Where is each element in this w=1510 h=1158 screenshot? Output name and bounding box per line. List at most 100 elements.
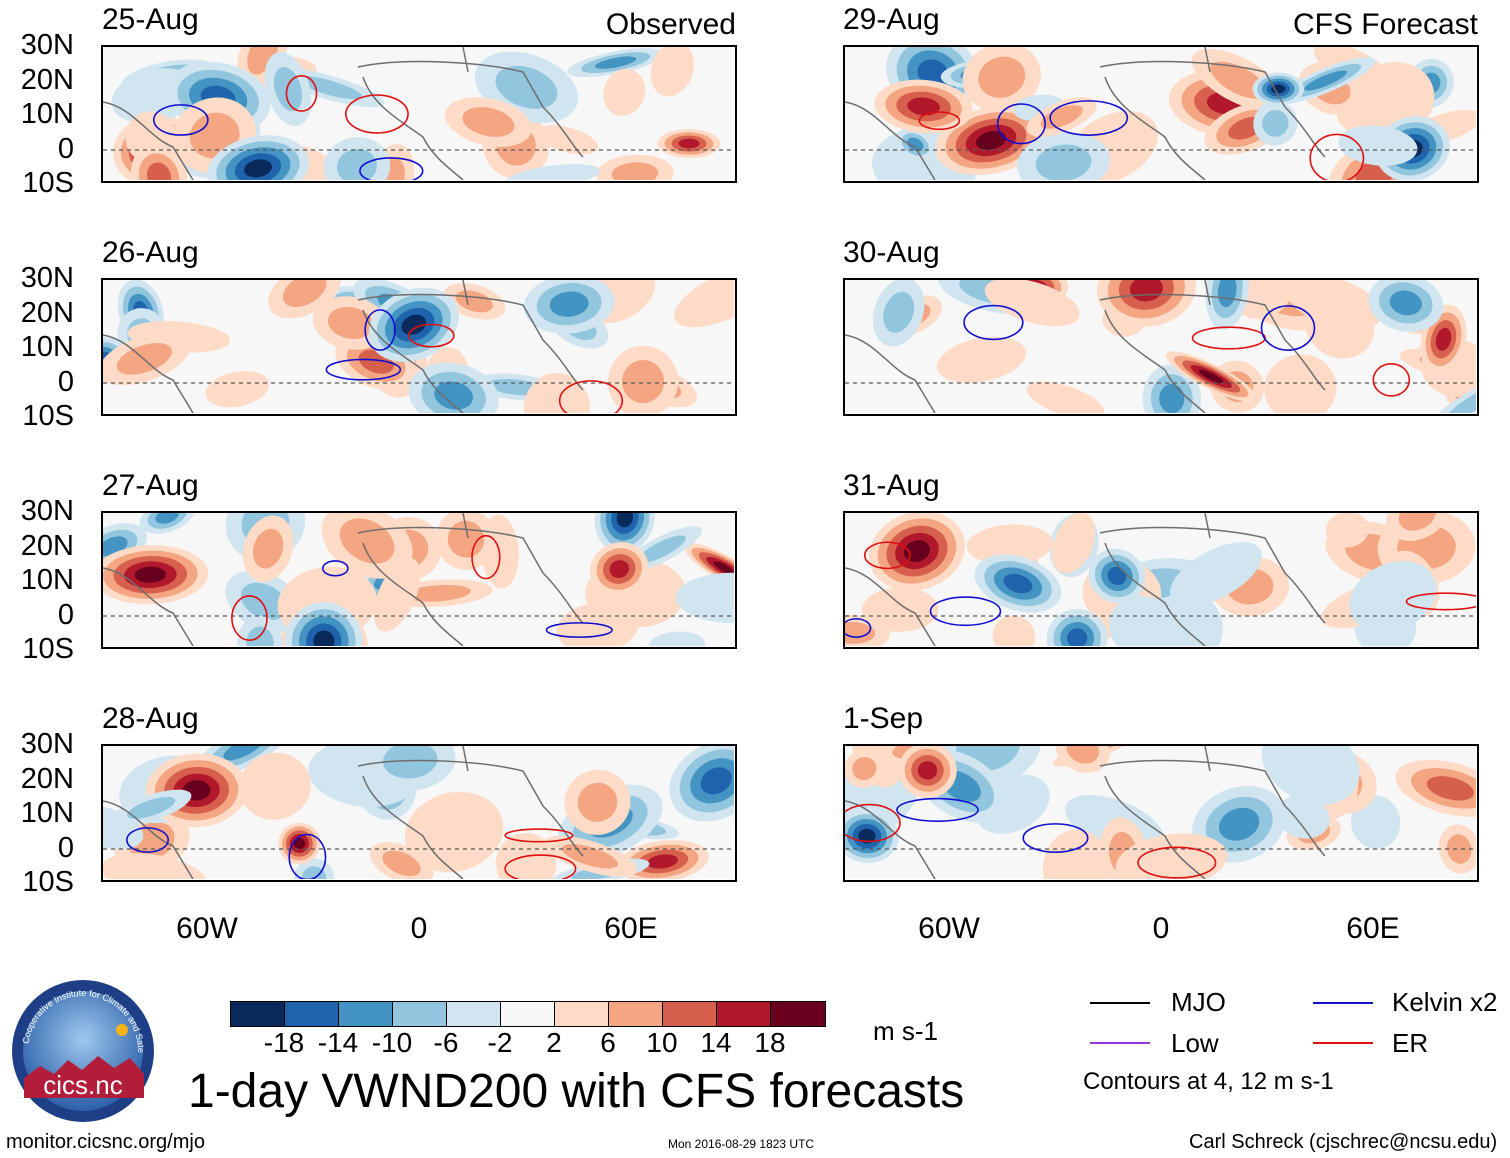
kelvin-contour xyxy=(896,797,979,823)
anomaly-blob xyxy=(603,68,646,116)
anomaly-blob xyxy=(282,280,327,308)
anomaly-field xyxy=(103,47,734,180)
anomaly-blob xyxy=(852,756,877,781)
anomaly-field xyxy=(845,746,1476,879)
legend-low-label: Low xyxy=(1171,1028,1219,1058)
legend-low-line xyxy=(1090,1042,1150,1044)
lat-label: 30N xyxy=(20,728,74,760)
colorbar-swatch xyxy=(339,1002,393,1026)
anomaly-blob xyxy=(505,164,600,180)
colorbar-swatch xyxy=(393,1002,447,1026)
lat-label: 10N xyxy=(20,98,74,130)
lat-label: 10S xyxy=(22,400,74,432)
er-contour xyxy=(1309,133,1365,180)
anomaly-blob xyxy=(1306,318,1344,346)
anomaly-blob xyxy=(495,65,558,109)
anomaly-field xyxy=(103,746,734,879)
lat-label: 10S xyxy=(22,167,74,199)
lat-label: 10S xyxy=(22,633,74,665)
coastline xyxy=(103,746,584,879)
lon-label-60w-left: 60W xyxy=(176,912,238,945)
colorbar-tick-label: -18 xyxy=(263,1027,305,1058)
anomaly-blob xyxy=(1159,383,1185,413)
anomaly-blob xyxy=(1304,70,1347,91)
anomaly-field xyxy=(103,513,734,646)
kelvin-contour xyxy=(288,833,327,879)
kelvin-contour xyxy=(126,827,170,853)
colorbar-swatch xyxy=(501,1002,555,1026)
anomaly-blob xyxy=(155,513,179,524)
map-panel-1 xyxy=(101,45,737,183)
colorbar-tick-label: 2 xyxy=(546,1027,562,1058)
anomaly-blob xyxy=(1232,280,1294,319)
anomaly-blob xyxy=(1198,369,1224,384)
anomaly-blob xyxy=(917,761,938,780)
anomaly-blob xyxy=(845,622,876,644)
anomaly-field xyxy=(845,47,1476,180)
lon-label-60e-left: 60E xyxy=(604,912,658,945)
er-contour xyxy=(504,828,574,843)
anomaly-blob xyxy=(674,280,734,328)
anomaly-blob xyxy=(858,828,876,844)
anomaly-blob xyxy=(127,796,176,819)
er-contour xyxy=(504,854,577,879)
anomaly-blob xyxy=(434,381,473,410)
lon-label-0-right: 0 xyxy=(1152,912,1170,945)
anomaly-blob xyxy=(637,535,686,564)
anomaly-blob xyxy=(495,833,557,879)
anomaly-blob xyxy=(1108,596,1186,646)
er-contour xyxy=(408,323,455,348)
legend-mjo-line xyxy=(1090,1002,1150,1004)
anomaly-blob xyxy=(611,162,659,180)
anomaly-blob xyxy=(1066,746,1100,764)
map-panel-4 xyxy=(101,744,737,882)
lat-label: 30N xyxy=(20,262,74,294)
anomaly-blob xyxy=(577,782,618,822)
panel-date-3: 27-Aug xyxy=(102,469,199,502)
anomaly-blob xyxy=(401,314,427,335)
figure-title: 1-day VWND200 with CFS forecasts xyxy=(188,1065,965,1118)
kelvin-contour xyxy=(325,358,402,381)
er-contour xyxy=(845,803,901,843)
colorbar-swatch xyxy=(285,1002,339,1026)
lat-label: 30N xyxy=(20,29,74,61)
anomaly-blob xyxy=(462,107,515,137)
anomaly-blob xyxy=(1218,807,1260,841)
colorbar-tick-label: -2 xyxy=(487,1027,513,1058)
kelvin-contour xyxy=(1022,823,1089,853)
colorbar-tick-label: 18 xyxy=(754,1027,786,1058)
er-contour xyxy=(471,534,501,580)
coastline xyxy=(103,513,584,646)
anomaly-blob xyxy=(978,56,1026,98)
lat-label: 10N xyxy=(20,797,74,829)
footer-url[interactable]: monitor.cicsnc.org/mjo xyxy=(6,1131,205,1153)
anomaly-blob xyxy=(1448,385,1476,413)
anomaly-blob xyxy=(1264,354,1337,413)
anomaly-blob xyxy=(405,584,471,602)
anomaly-blob xyxy=(594,56,637,69)
anomaly-blob xyxy=(675,572,734,624)
lon-label-60w-right: 60W xyxy=(918,912,980,945)
anomaly-blob xyxy=(1398,513,1437,531)
anomaly-blob xyxy=(404,791,504,873)
colorbar-tick-label: -10 xyxy=(371,1027,413,1058)
coastline xyxy=(845,47,1326,180)
anomaly-blob xyxy=(382,850,421,877)
anomaly-blob xyxy=(621,360,665,404)
map-panel-6 xyxy=(843,278,1479,416)
kelvin-contour xyxy=(152,104,209,136)
panel-date-4: 28-Aug xyxy=(102,702,199,735)
anomaly-blob xyxy=(713,561,734,576)
lat-label: 10N xyxy=(20,331,74,363)
kelvin-contour xyxy=(545,622,613,638)
anomaly-blob xyxy=(966,524,1053,565)
lat-label: 30N xyxy=(20,495,74,527)
colorbar-tick-label: -6 xyxy=(433,1027,459,1058)
panel-date-2: 26-Aug xyxy=(102,236,199,269)
er-contour xyxy=(1137,846,1217,879)
map-panel-8 xyxy=(843,744,1479,882)
anomaly-blob xyxy=(616,513,634,528)
legend-kelvin-label: Kelvin x2 xyxy=(1392,987,1498,1017)
coastline xyxy=(103,47,584,180)
anomaly-blob xyxy=(1435,327,1452,351)
